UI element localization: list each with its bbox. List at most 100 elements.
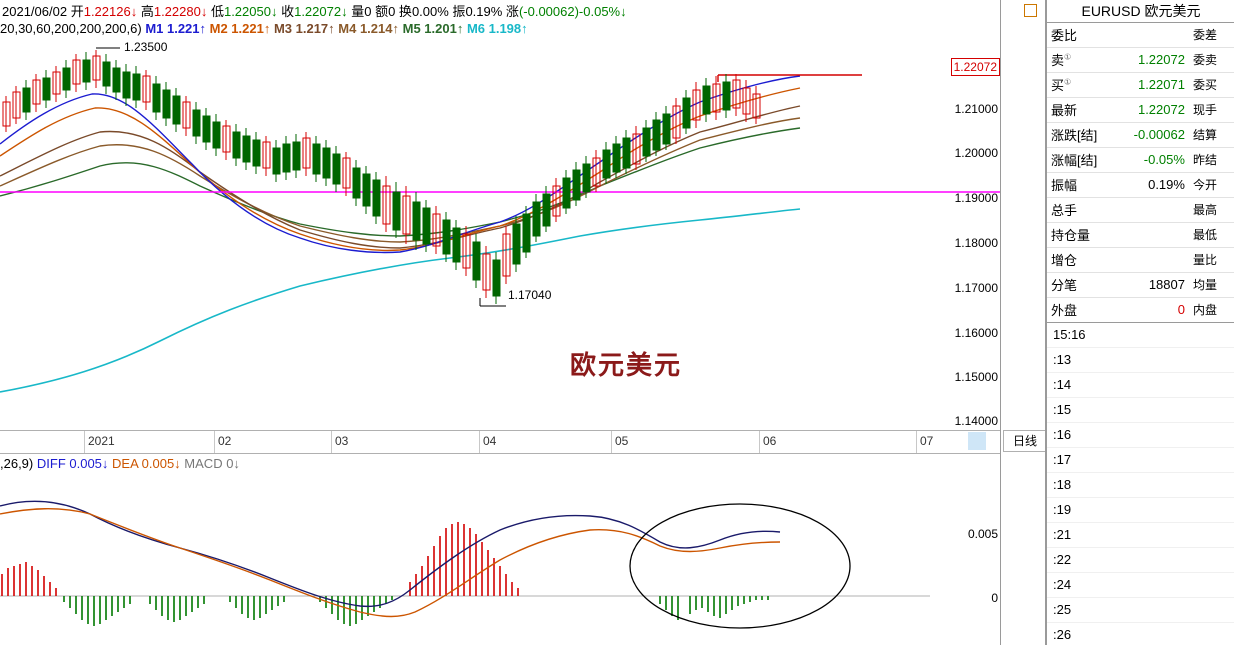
macd-header: ,26,9) DIFF 0.005↓ DEA 0.005↓ MACD 0↓ xyxy=(0,456,240,471)
header-field-value-2: 1.22050↓ xyxy=(223,4,278,19)
ma-header-line: 20,30,60,200,200,200,6) M1 1.221↑ M2 1.2… xyxy=(0,21,528,36)
header-field-label-7: 振 xyxy=(448,4,466,19)
macd-item-diff: DIFF 0.005↓ xyxy=(36,456,109,471)
ma-item-m5: M5 1.201↑ xyxy=(399,21,464,36)
price-tick-4: 1.18000 xyxy=(954,236,998,250)
ma-item-m3: M3 1.217↑ xyxy=(270,21,335,36)
quote-head-blank xyxy=(1111,22,1189,48)
chart-right-divider xyxy=(1000,0,1001,645)
quote-extra-label-5: 今开 xyxy=(1188,172,1234,198)
quote-extra-label-7: 最低 xyxy=(1188,222,1234,248)
tick-time-row[interactable]: :26 xyxy=(1047,623,1234,645)
tick-time-row[interactable]: :21 xyxy=(1047,523,1234,548)
date-gridline-6 xyxy=(916,431,917,453)
tick-time-row[interactable]: :22 xyxy=(1047,548,1234,573)
date-gridline-1 xyxy=(214,431,215,453)
header-field-label-2: 低 xyxy=(207,4,224,19)
quote-value-3: -0.00062 xyxy=(1111,122,1189,148)
quote-level-icon-1: ① xyxy=(1064,77,1072,87)
header-field-label-0: 开 xyxy=(70,4,84,19)
quote-extra-label-10: 内盘 xyxy=(1188,297,1234,323)
tick-time-row[interactable]: :19 xyxy=(1047,498,1234,523)
header-field-value-0: 1.22126↓ xyxy=(83,4,138,19)
quote-label-6: 总手 xyxy=(1047,197,1112,223)
quote-label-2: 最新 xyxy=(1047,97,1112,123)
tick-time-row[interactable]: :14 xyxy=(1047,373,1234,398)
price-axis: 1.230001.210001.200001.190001.180001.170… xyxy=(930,36,1000,436)
quote-row: 涨跌[结] -0.00062 结算 xyxy=(1047,122,1234,148)
header-field-value-5: 0 xyxy=(388,4,396,19)
quote-table: 委比 委差 卖① 1.22072 委卖 买① 1.22071 委买 最新 1.22072 现手 涨跌[… xyxy=(1047,22,1234,323)
last-price-tag: 1.22072 xyxy=(950,58,1000,76)
quote-panel: EURUSD 欧元美元 委比 委差 卖① 1.22072 委卖 买① 1.22071 委买 最新… xyxy=(1024,0,1234,645)
main-price-chart[interactable] xyxy=(0,36,1000,430)
period-selector[interactable]: 日线 xyxy=(1003,430,1047,452)
tick-time-row[interactable]: 15:16 xyxy=(1047,323,1234,348)
quote-head-right: 委差 xyxy=(1188,22,1234,48)
macd-values: DIFF 0.005↓ DEA 0.005↓ MACD 0↓ xyxy=(37,456,240,471)
quote-head-left: 委比 xyxy=(1047,22,1112,48)
date-gridline-3 xyxy=(479,431,480,453)
tick-time-row[interactable]: :18 xyxy=(1047,473,1234,498)
square-icon xyxy=(1024,4,1037,17)
chart-scroll-marker[interactable] xyxy=(968,432,986,450)
date-gridline-5 xyxy=(759,431,760,453)
date-gridline-0 xyxy=(84,431,85,453)
quote-value-0: 1.22072 xyxy=(1111,47,1189,73)
date-gridline-2 xyxy=(331,431,332,453)
date-tick-0: 2021 xyxy=(88,434,115,448)
quote-header-row: 委比 委差 xyxy=(1047,22,1234,48)
ma-item-m6: M6 1.198↑ xyxy=(463,21,528,36)
price-tick-1: 1.21000 xyxy=(954,102,998,116)
quote-row: 振幅 0.19% 今开 xyxy=(1047,172,1234,198)
quote-extra-label-1: 委买 xyxy=(1188,72,1234,98)
date-tick-4: 05 xyxy=(615,434,629,448)
tick-time-row[interactable]: :17 xyxy=(1047,448,1234,473)
tick-time-row[interactable]: :13 xyxy=(1047,348,1234,373)
chart-pane[interactable]: 2021/06/02 开1.22126↓ 高1.22280↓ 低1.22050↓… xyxy=(0,0,1000,645)
tick-time-row[interactable]: :24 xyxy=(1047,573,1234,598)
date-tick-5: 06 xyxy=(763,434,777,448)
tick-time-row[interactable]: :25 xyxy=(1047,598,1234,623)
quote-value-6 xyxy=(1111,197,1189,223)
macd-chart[interactable] xyxy=(0,470,1000,645)
quote-extra-label-6: 最高 xyxy=(1188,197,1234,223)
ma-item-m4: M4 1.214↑ xyxy=(334,21,399,36)
header-date: 2021/06/02 xyxy=(2,4,68,19)
date-axis: 2021 02 03 04 05 06 07 xyxy=(0,430,1000,454)
quote-extra-label-0: 委卖 xyxy=(1188,47,1234,73)
tick-time-list[interactable]: 15:16:13:14:15:16:17:18:19:21:22:24:25:2… xyxy=(1047,322,1234,645)
quote-value-9: 18807 xyxy=(1111,272,1189,298)
date-tick-6: 07 xyxy=(920,434,934,448)
quote-label-8: 增仓 xyxy=(1047,247,1112,273)
header-field-value-7: 0.19% xyxy=(465,4,503,19)
header-field-value-4: 0 xyxy=(364,4,372,19)
symbol-title: EURUSD 欧元美元 xyxy=(1024,0,1234,23)
quote-label-9: 分笔 xyxy=(1047,272,1112,298)
quote-extra-label-4: 昨结 xyxy=(1188,147,1234,173)
header-field-value-8: (-0.00062)-0.05%↓ xyxy=(518,4,627,19)
header-field-label-1: 高 xyxy=(137,4,154,19)
ma-item-m1: M1 1.221↑ xyxy=(145,21,207,36)
price-tick-8: 1.14000 xyxy=(954,414,998,428)
quote-value-1: 1.22071 xyxy=(1111,72,1189,98)
macd-item-macd: MACD 0↓ xyxy=(180,456,240,471)
quote-row: 卖① 1.22072 委卖 xyxy=(1047,47,1234,73)
ma-params: 20,30,60,200,200,200,6) xyxy=(0,21,142,36)
tick-time-row[interactable]: :15 xyxy=(1047,398,1234,423)
quote-level-icon-0: ① xyxy=(1064,52,1072,62)
tick-time-row[interactable]: :16 xyxy=(1047,423,1234,448)
quote-extra-label-2: 现手 xyxy=(1188,97,1234,123)
quote-row: 最新 1.22072 现手 xyxy=(1047,97,1234,123)
macd-tick-1: 0 xyxy=(991,591,998,605)
quote-extra-label-9: 均量 xyxy=(1188,272,1234,298)
quote-row: 分笔 18807 均量 xyxy=(1047,272,1234,298)
quote-value-2: 1.22072 xyxy=(1111,97,1189,123)
quote-label-5: 振幅 xyxy=(1047,172,1112,198)
header-field-value-6: 0.00% xyxy=(411,4,449,19)
header-field-label-4: 量 xyxy=(347,4,365,19)
quote-value-5: 0.19% xyxy=(1111,172,1189,198)
price-tick-2: 1.20000 xyxy=(954,146,998,160)
price-tick-5: 1.17000 xyxy=(954,281,998,295)
